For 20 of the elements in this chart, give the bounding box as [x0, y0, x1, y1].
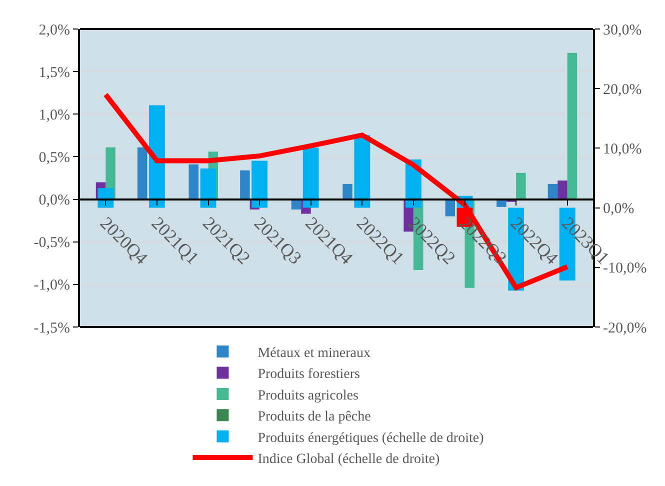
legend-label: Produits forestiers: [258, 367, 360, 382]
y2-tick-label: 20,0%: [603, 82, 642, 98]
y2-tick-label: -20,0%: [603, 320, 647, 336]
y-tick-label: -1,5%: [34, 320, 70, 336]
y-tick-label: 2,0%: [38, 22, 70, 38]
legend-label: Produits de la pêche: [258, 410, 371, 425]
y-tick-label: -1,0%: [34, 278, 70, 294]
y-tick-label: -0,5%: [34, 235, 70, 252]
y2-tick-label: 30,0%: [603, 22, 642, 38]
y-tick-label: 1,5%: [38, 64, 70, 81]
legend-label: Produits énergétiques (échelle de droite): [258, 430, 484, 446]
legend-label: Métaux et mineraux: [258, 346, 370, 361]
y-tick-label: 1,0%: [38, 107, 70, 124]
y-tick-label: 0,0%: [38, 192, 70, 209]
legend-label: Produits agricoles: [258, 388, 358, 404]
legend-label: Indice Global (échelle de droite): [258, 452, 440, 467]
y2-tick-label: 10,0%: [603, 141, 642, 158]
y2-tick-label: -10,0%: [603, 260, 647, 277]
y2-tick-label: 0,0%: [603, 201, 634, 218]
y-tick-label: 0,5%: [38, 150, 70, 166]
